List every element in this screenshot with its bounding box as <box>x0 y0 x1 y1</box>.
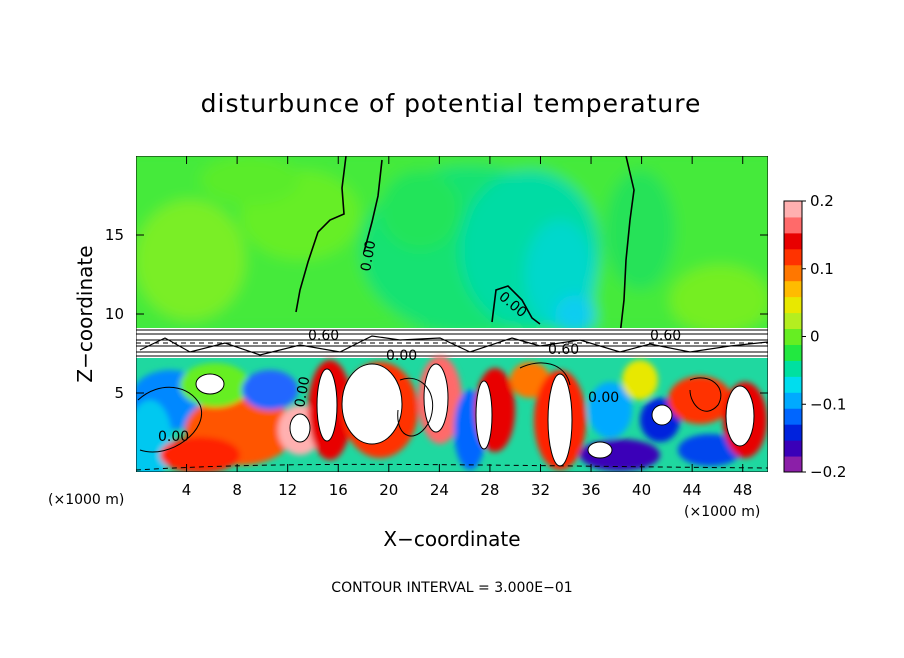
contour-label: 0.00 <box>358 239 379 272</box>
contour-label: 0.60 <box>308 328 339 344</box>
lower-field <box>136 356 768 472</box>
plot-area <box>136 156 768 472</box>
contour-label: 0.60 <box>650 328 681 344</box>
colorbar-tick-label: 0.2 <box>810 192 834 210</box>
x-tick-label: 12 <box>278 481 297 499</box>
colorbar-swatch <box>784 424 802 441</box>
x-tick-label: 4 <box>182 481 192 499</box>
x-tick-label: 44 <box>683 481 702 499</box>
x-tick-label: 16 <box>329 481 348 499</box>
x-axis-label: X−coordinate <box>383 527 520 551</box>
boundary-band <box>136 328 768 358</box>
y-tick-label: 15 <box>105 226 124 244</box>
contour-label: 0.00 <box>158 429 189 445</box>
contour-label: 0.00 <box>292 375 313 408</box>
colorbar-tick-label: −0.2 <box>810 463 846 481</box>
colorbar-tick-label: 0.1 <box>810 260 834 278</box>
y-axis: 5 10 15 <box>105 226 768 402</box>
x-axis: 4 8 12 16 20 24 28 32 36 40 44 48 <box>182 156 752 499</box>
colorbar-swatch <box>784 456 802 473</box>
x-tick-label: 24 <box>430 481 449 499</box>
x-tick-label: 40 <box>632 481 651 499</box>
colorbar: 0.2 0.1 0 −0.1 −0.2 <box>783 192 846 481</box>
colorbar-swatch <box>784 296 802 314</box>
x-unit-right: (×1000 m) <box>684 504 760 520</box>
colorbar-tick-label: 0 <box>810 328 820 346</box>
x-tick-label: 8 <box>232 481 242 499</box>
colorbar-swatch <box>784 232 802 250</box>
y-tick-label: 5 <box>114 384 124 402</box>
colorbar-swatch <box>784 344 802 361</box>
y-axis-label: Z−coordinate <box>73 245 97 382</box>
colorbar-swatch <box>784 216 802 234</box>
colorbar-swatch <box>784 248 802 266</box>
colorbar-swatch <box>784 328 802 345</box>
x-tick-label: 36 <box>581 481 600 499</box>
contour-label: 0.60 <box>548 342 579 358</box>
x-tick-label: 32 <box>531 481 550 499</box>
contour-label: 0.00 <box>588 390 619 406</box>
contour-label: 0.00 <box>386 348 417 364</box>
colorbar-swatch <box>784 201 802 218</box>
chart-title: disturbunce of potential temperature <box>201 89 702 118</box>
colorbar-tick-label: −0.1 <box>810 395 846 413</box>
x-tick-label: 28 <box>480 481 499 499</box>
contour-interval-note: CONTOUR INTERVAL = 3.000E−01 <box>331 580 572 596</box>
colorbar-swatch <box>784 376 802 393</box>
x-tick-label: 20 <box>379 481 398 499</box>
colorbar-swatch <box>784 440 802 457</box>
colorbar-swatch <box>784 280 802 298</box>
y-tick-label: 10 <box>105 305 124 323</box>
upper-contours <box>295 156 635 336</box>
x-tick-label: 48 <box>733 481 752 499</box>
x-unit-left: (×1000 m) <box>48 492 124 508</box>
colorbar-swatch <box>784 408 802 425</box>
colorbar-swatch <box>784 392 802 409</box>
colorbar-swatch <box>784 360 802 377</box>
upper-field <box>136 156 768 335</box>
colorbar-swatch <box>784 264 802 282</box>
colorbar-swatch <box>784 312 802 330</box>
